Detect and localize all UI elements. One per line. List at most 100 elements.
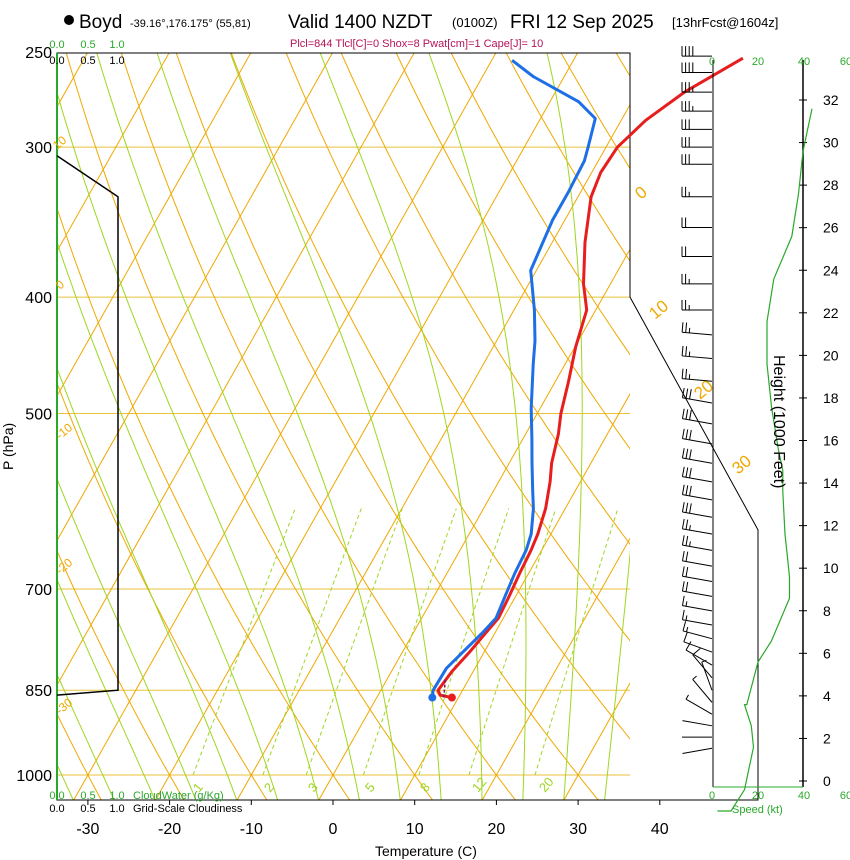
barb-staff <box>682 438 713 445</box>
barb-flag <box>685 535 689 546</box>
cloudiness-label: Grid-Scale Cloudiness <box>133 803 243 815</box>
barb-flag <box>681 595 685 606</box>
barb-flag <box>701 659 707 663</box>
moist-adiabat-line <box>156 53 401 800</box>
barb-staff <box>682 457 713 464</box>
grid-lines <box>0 31 630 801</box>
cloud-water-tick-top: 0.0 <box>49 39 64 51</box>
dewpoint-profile <box>430 59 597 698</box>
utc-time: (0100Z) <box>452 15 498 30</box>
speed-tick-label-top: 40 <box>798 56 810 68</box>
dry-adiabat-line <box>450 53 630 356</box>
wind-barb <box>681 217 712 228</box>
dewpoint-profile-surface-dot <box>428 693 437 702</box>
pressure-tick-label: 1000 <box>16 768 52 785</box>
isotherm-line <box>154 53 579 800</box>
cloudiness-profile <box>56 155 119 696</box>
mixing-ratio-line <box>534 508 619 776</box>
pressure-tick-label: 400 <box>25 290 52 307</box>
barb-staff <box>701 661 713 691</box>
barb-flag <box>685 694 689 700</box>
height-tick-label: 20 <box>823 347 839 363</box>
height-tick-label: 26 <box>823 220 839 236</box>
cloudiness-tick-top: 0.0 <box>49 55 64 67</box>
isotherm-label: 10 <box>645 296 672 323</box>
temperature-tick-label: -20 <box>158 821 181 838</box>
dry-adiabat-line <box>340 53 630 545</box>
cloudiness-tick-bottom: 0.5 <box>80 803 95 815</box>
temperature-tick-label: -10 <box>240 821 263 838</box>
mixing-ratio-line <box>362 508 457 776</box>
barb-flag <box>685 388 689 399</box>
wind-barb <box>681 82 712 93</box>
wind-barb <box>681 119 712 130</box>
barb-flag <box>689 389 692 400</box>
moist-adiabat-line <box>546 53 583 800</box>
cloud-water-tick-bottom: 0.0 <box>49 790 64 802</box>
height-tick-label: 24 <box>823 262 839 278</box>
isotherm-line <box>57 53 252 397</box>
wind-barb <box>681 595 713 612</box>
barb-flag <box>689 525 691 531</box>
cloud-water-tick-bottom: 0.5 <box>80 790 95 802</box>
barb-flag <box>689 409 692 420</box>
height-tick-label: 16 <box>823 433 839 449</box>
dry-adiabat-line <box>285 53 630 642</box>
speed-axis-label: Speed (kt) <box>732 804 783 816</box>
sounding-profiles <box>56 56 744 702</box>
wind-barb <box>681 581 713 597</box>
wind-barb <box>681 448 713 464</box>
barb-flag <box>681 535 685 546</box>
wind-barb <box>681 186 712 198</box>
wind-barb <box>681 62 712 73</box>
pressure-axis-label: P (hPa) <box>0 423 16 470</box>
pressure-tick-label: 250 <box>25 45 52 62</box>
station-coords: -39.16°,176.175° (55,81) <box>130 18 251 30</box>
dry-adiabat-line <box>57 381 268 800</box>
barb-staff <box>682 331 713 336</box>
barb-flag <box>681 518 685 529</box>
barb-flag <box>685 615 688 621</box>
temperature-tick-label: -30 <box>76 821 99 838</box>
valid-time: Valid 1400 NZDT <box>288 12 433 33</box>
isotherm-line <box>0 31 18 801</box>
barb-flag <box>689 503 692 514</box>
temperature-profile <box>436 56 744 700</box>
barb-flag <box>692 648 701 656</box>
isotherm-line <box>481 537 630 800</box>
speed-tick-label-bottom: 40 <box>798 790 810 802</box>
wind-barb <box>681 484 713 501</box>
wind-barb <box>681 137 712 148</box>
barb-flag <box>685 551 689 562</box>
speed-tick-label-top: 0 <box>709 56 715 68</box>
barb-flag <box>681 550 685 562</box>
barb-staff <box>682 630 713 640</box>
mixing-ratio-line <box>468 508 557 776</box>
barb-flag <box>685 467 689 478</box>
plot-frame <box>56 52 759 801</box>
moist-adiabat-line <box>428 53 527 800</box>
barb-flag <box>685 581 689 592</box>
barb-flag <box>685 346 688 357</box>
wind-barb <box>681 246 712 257</box>
barb-staff <box>692 654 713 679</box>
barb-staff <box>682 720 713 727</box>
barb-flag <box>681 466 685 477</box>
barb-staff <box>682 528 713 535</box>
height-tick-label: 32 <box>823 92 839 108</box>
moist-adiabat-line <box>57 240 279 800</box>
barb-flag <box>689 467 692 478</box>
barb-flag <box>681 448 685 459</box>
speed-tick-label-top: 60 <box>840 56 850 68</box>
wind-barb <box>681 408 713 425</box>
barb-flag <box>681 368 684 379</box>
barb-flag <box>681 408 685 419</box>
barb-staff <box>682 378 713 382</box>
barb-flag <box>681 581 685 592</box>
wind-barb <box>681 428 713 445</box>
dry-adiabat-line <box>615 53 630 78</box>
mixing-ratio-label: 5 <box>362 780 378 795</box>
barb-flag <box>685 566 689 577</box>
height-tick-label: 2 <box>823 730 831 746</box>
wind-barb <box>681 273 712 285</box>
